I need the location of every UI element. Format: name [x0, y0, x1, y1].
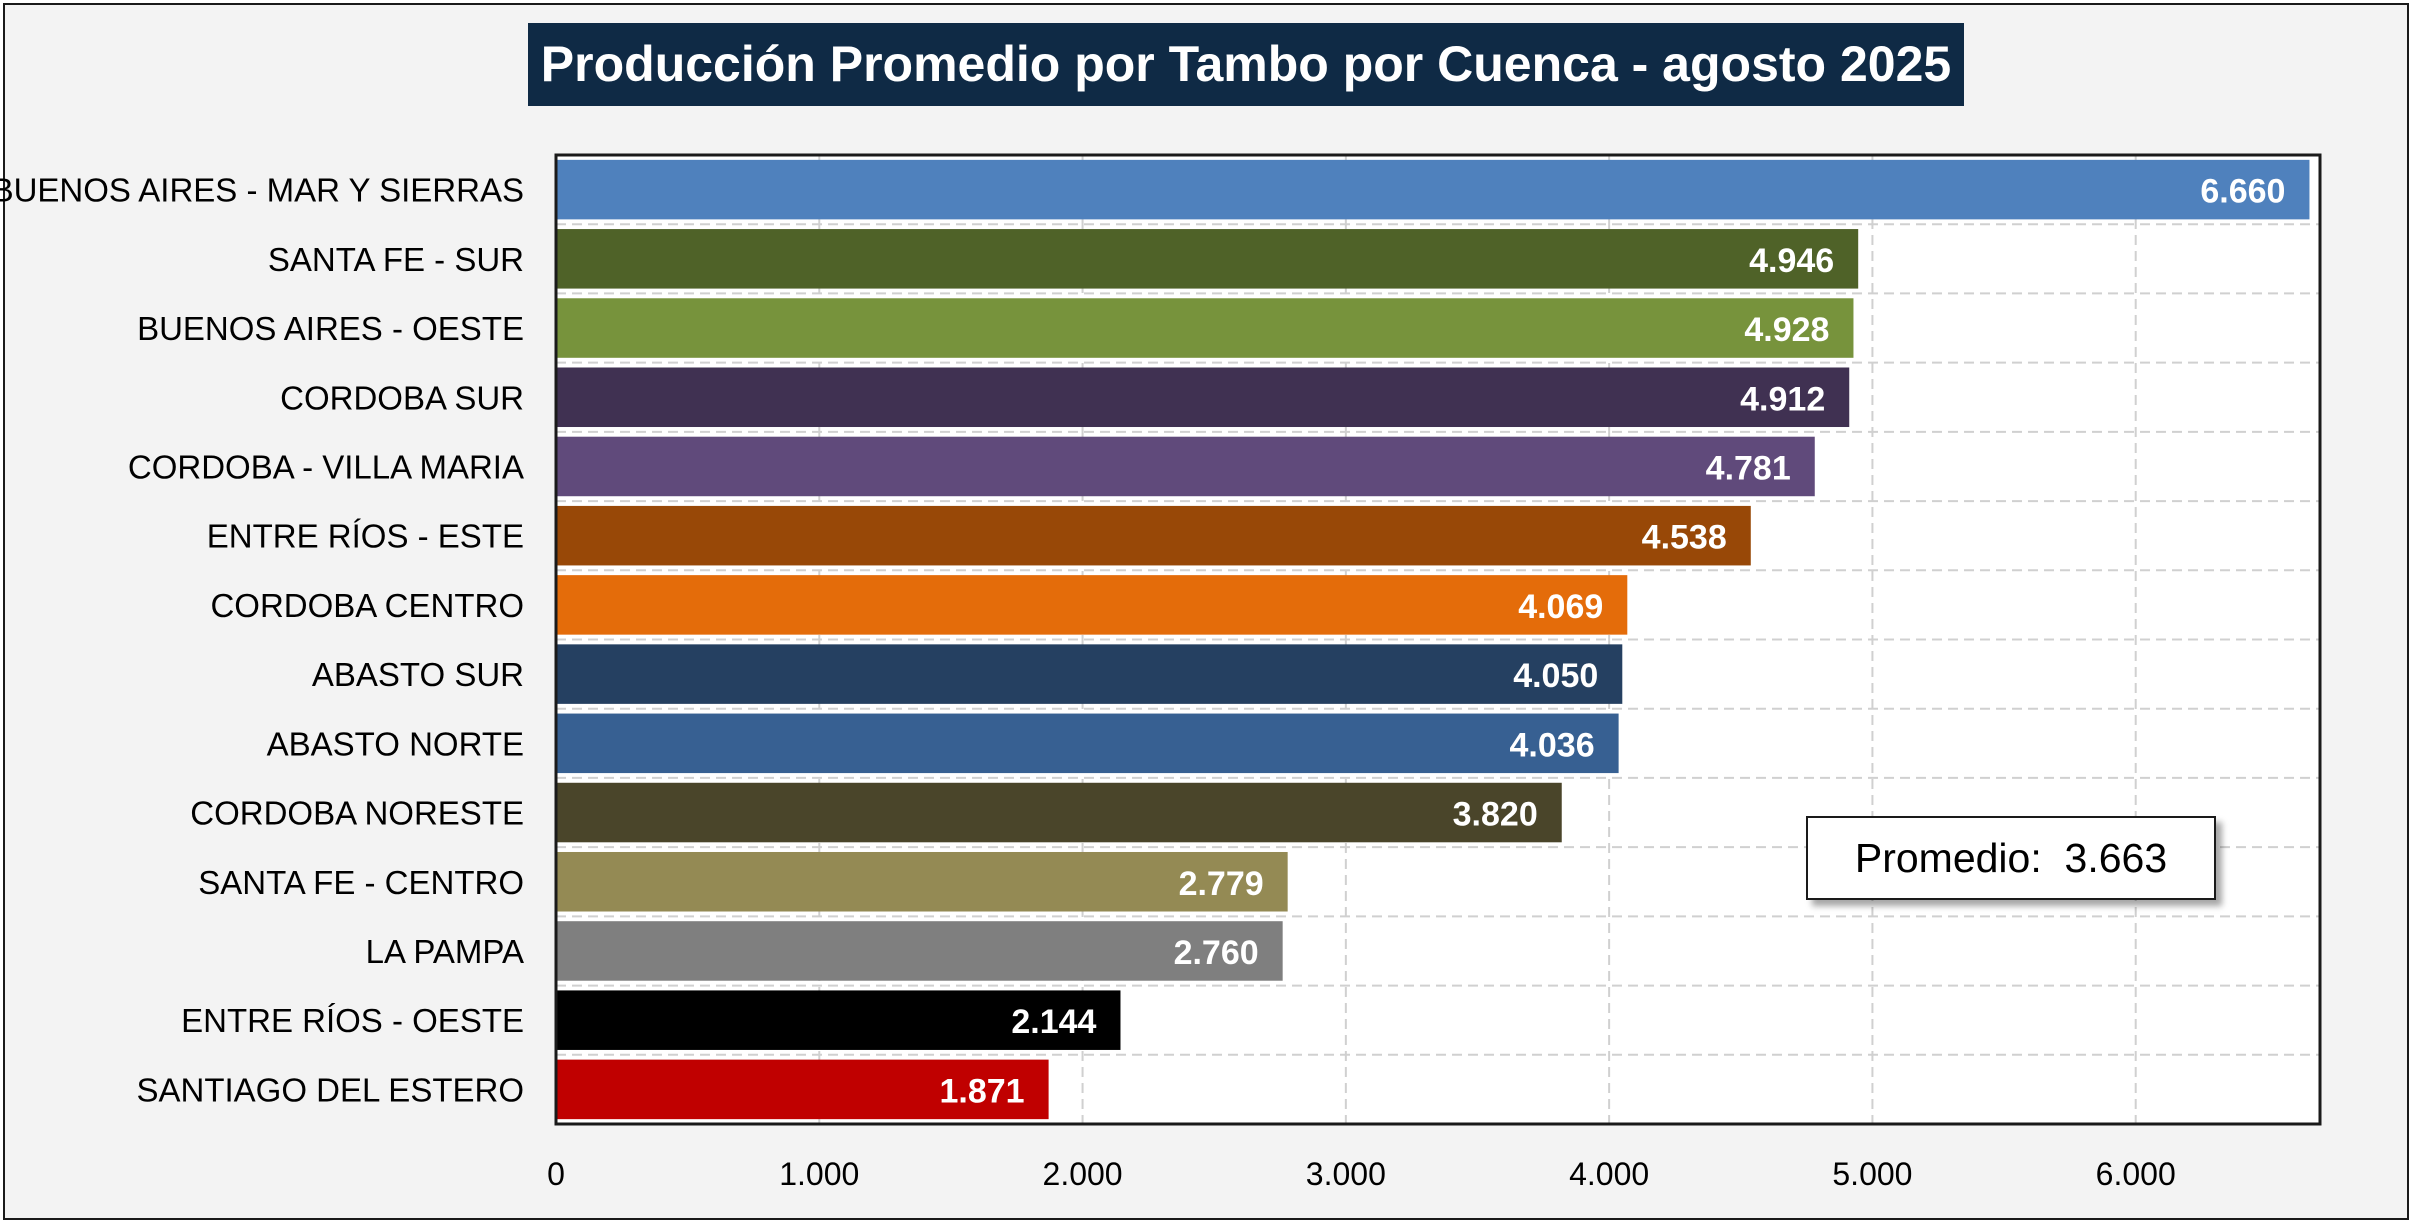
plot-border	[554, 153, 2322, 1126]
x-tick-labels: 0 1.000 2.000 3.000 4.000 5.000 6.000	[547, 153, 2322, 1192]
average-label: Promedio:	[1854, 834, 2042, 881]
category-label: SANTIAGO DEL ESTERO	[136, 1071, 524, 1108]
bar-value-label: 4.781	[1706, 449, 1791, 487]
category-label: CORDOBA NORESTE	[190, 795, 524, 832]
bar	[556, 990, 1121, 1050]
x-tick-label: 6.000	[2096, 1156, 2176, 1192]
bar-value-label: 4.928	[1744, 311, 1829, 349]
bar	[556, 1059, 1049, 1120]
category-label: SANTA FE - CENTRO	[198, 864, 524, 901]
category-label: LA PAMPA	[366, 933, 524, 970]
bar-value-label: 2.144	[1011, 1003, 1096, 1041]
category-label: BUENOS AIRES - OESTE	[137, 310, 524, 347]
bar-value-label: 4.069	[1518, 588, 1603, 626]
bar-value-label: 4.946	[1749, 242, 1834, 280]
bar-value-label: 4.912	[1740, 380, 1825, 418]
x-tick-label: 3.000	[1306, 1156, 1386, 1192]
bar	[556, 367, 1850, 428]
average-annotation: Promedio: 3.663	[1806, 816, 2216, 900]
bar-value-label: 2.760	[1174, 934, 1259, 972]
bar	[556, 298, 1854, 358]
x-tick-label: 5.000	[1832, 1156, 1912, 1192]
bar-value-label: 4.538	[1642, 519, 1727, 557]
category-label: BUENOS AIRES - MAR Y SIERRAS	[0, 172, 524, 209]
bar	[556, 575, 1628, 635]
bar	[556, 436, 1815, 497]
x-tick-label: 4.000	[1569, 1156, 1649, 1192]
category-label: ENTRE RÍOS - ESTE	[207, 518, 524, 555]
x-tick-label: 2.000	[1043, 1156, 1123, 1192]
category-label: CORDOBA - VILLA MARIA	[128, 448, 524, 485]
bar-value-label: 4.050	[1513, 657, 1598, 695]
bar	[556, 159, 2310, 220]
average-spacer	[2042, 835, 2065, 882]
bar	[556, 921, 1283, 981]
category-labels: BUENOS AIRES - MAR Y SIERRAS SANTA FE - S…	[0, 172, 524, 1109]
category-label: ABASTO NORTE	[267, 725, 524, 762]
bar	[556, 782, 1562, 843]
x-tick-label: 1.000	[779, 1156, 859, 1192]
x-tick-label: 0	[547, 1156, 565, 1192]
bar	[556, 713, 1619, 774]
bar	[556, 505, 1751, 566]
bar-value-label: 6.660	[2200, 173, 2285, 211]
bars: 6.660 4.946 4.928 4.912 4.781 4.538 4.069 4.050…	[556, 159, 2310, 1120]
category-label: CORDOBA CENTRO	[210, 587, 524, 624]
chart-title: Producción Promedio por Tambo por Cuenca…	[528, 23, 1964, 106]
category-label: ABASTO SUR	[312, 656, 524, 693]
average-value: 3.663	[2064, 834, 2168, 881]
bar-value-label: 1.871	[940, 1072, 1025, 1110]
category-label: CORDOBA SUR	[280, 379, 524, 416]
bar-value-label: 4.036	[1510, 726, 1595, 764]
bar	[556, 644, 1623, 704]
category-label: ENTRE RÍOS - OESTE	[181, 1002, 524, 1039]
bar-value-label: 3.820	[1453, 796, 1538, 834]
bar	[556, 851, 1288, 912]
bar	[556, 229, 1859, 289]
bar-value-label: 2.779	[1179, 865, 1264, 903]
category-label: SANTA FE - SUR	[268, 241, 524, 278]
